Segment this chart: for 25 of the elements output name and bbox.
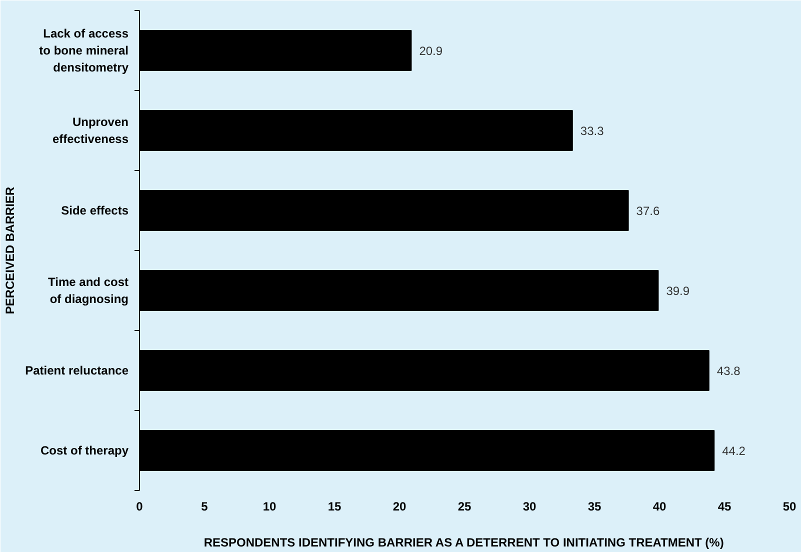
x-tick-label: 10 bbox=[262, 500, 276, 514]
x-tick-label: 35 bbox=[588, 500, 602, 514]
data-label: 43.8 bbox=[716, 364, 741, 378]
x-tick-label: 5 bbox=[201, 500, 208, 514]
x-axis-title: RESPONDENTS IDENTIFYING BARRIER AS A DETERRENT TO INITIATING TREATMENT (%) bbox=[204, 536, 724, 550]
x-tick-label: 15 bbox=[328, 500, 342, 514]
y-tick-label: Time and cost of diagnosing bbox=[48, 275, 129, 306]
data-label: 37.6 bbox=[636, 204, 660, 218]
data-label: 20.9 bbox=[419, 44, 443, 58]
x-tick-label: 30 bbox=[522, 500, 536, 514]
data-label: 39.9 bbox=[666, 284, 690, 298]
x-tick-label: 40 bbox=[652, 500, 666, 514]
x-tick-label: 20 bbox=[392, 500, 406, 514]
x-tick-label: 45 bbox=[718, 500, 732, 514]
y-tick-label: Side effects bbox=[61, 204, 129, 218]
y-axis-title: PERCEIVED BARRIER bbox=[3, 186, 18, 314]
x-tick-label: 0 bbox=[136, 500, 144, 514]
data-label: 44.2 bbox=[722, 444, 746, 458]
x-tick-label: 25 bbox=[458, 500, 472, 514]
y-tick-label: Lack of access to bone mineral densitometry bbox=[39, 26, 129, 74]
data-label: 33.3 bbox=[580, 124, 604, 138]
x-tick-label: 50 bbox=[782, 500, 796, 514]
y-tick-label: Patient reluctance bbox=[25, 364, 129, 378]
y-tick-label: Unproven effectiveness bbox=[52, 115, 129, 146]
y-tick-label: Cost of therapy bbox=[40, 444, 129, 458]
